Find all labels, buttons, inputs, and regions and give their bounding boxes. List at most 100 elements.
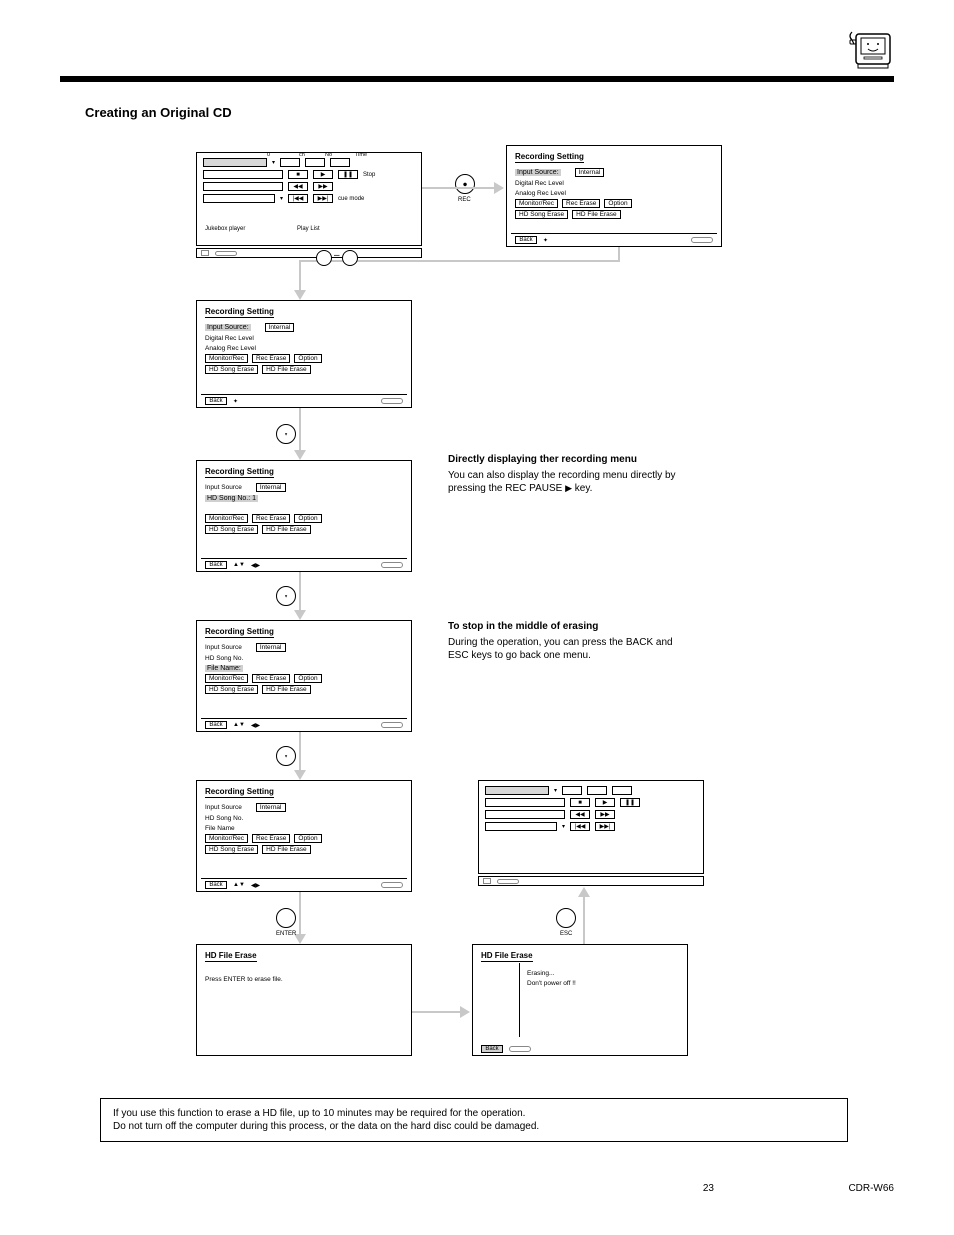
btn: [587, 786, 607, 795]
line: During the operation, you can press the …: [448, 637, 673, 648]
hd: Directly displaying ther recording menu: [448, 453, 748, 467]
hl: HD Song No.: 1: [205, 495, 258, 502]
line: key.: [572, 483, 592, 494]
key-label: ESC: [560, 931, 572, 937]
cell: Monitor/Rec: [515, 199, 558, 208]
panel-7: HD File Erase Erasing... Don't power off…: [472, 944, 688, 1056]
cap: No: [325, 152, 332, 158]
remote-screen-2: ▾ ■ ▶ ❚❚ ◀◀ ▶▶ ▾ |◀◀ ▶▶|: [478, 780, 704, 874]
pause-btn: ❚❚: [338, 170, 358, 179]
arrow: [296, 572, 304, 620]
line: ESC keys to go back one menu.: [448, 650, 591, 661]
play-btn: ▶: [595, 798, 615, 807]
stop-btn: ■: [288, 170, 308, 179]
cap: Stop: [363, 172, 385, 178]
field: [485, 798, 565, 807]
remote-screen-1: 0 ch No Time ▾ ■ ▶ ❚❚ Stop ◀◀ ▶▶ ▾ |◀◀: [196, 152, 422, 246]
val: Internal: [256, 643, 286, 652]
hl: Input Source:: [205, 324, 251, 331]
hl: Input Source:: [515, 169, 561, 176]
cell: Option: [294, 514, 321, 523]
cell: Option: [294, 834, 321, 843]
cell: Monitor/Rec: [205, 514, 248, 523]
cell: HD File Erase: [262, 845, 310, 854]
rew-btn: ◀◀: [288, 182, 308, 191]
field: [203, 182, 283, 191]
cell: Monitor/Rec: [205, 834, 248, 843]
lbl: Analog Rec Level: [515, 190, 566, 197]
arrow: [422, 184, 504, 192]
cell: HD File Erase: [262, 685, 310, 694]
cell: Option: [294, 674, 321, 683]
panel-title: HD File Erase: [205, 951, 257, 962]
body: Don't power off !!: [527, 980, 576, 987]
back-btn: Back: [205, 397, 227, 405]
note-line: Do not turn off the computer during this…: [113, 1120, 835, 1133]
arrow: [296, 732, 304, 780]
arrow: [296, 408, 304, 460]
lbl: HD Song No.: [205, 815, 243, 822]
val: Internal: [265, 323, 295, 332]
arrow: [412, 1008, 470, 1016]
panel-title: HD File Erase: [481, 951, 533, 962]
page-number: 23: [703, 1183, 714, 1194]
field: [203, 158, 267, 167]
btn: [612, 786, 632, 795]
lbl: Digital Rec Level: [205, 335, 254, 342]
back-btn: Back: [205, 721, 227, 729]
computer-icon: [844, 30, 894, 74]
btn: [330, 158, 350, 167]
panel-title: Recording Setting: [205, 307, 274, 318]
cell: HD Song Erase: [515, 210, 568, 219]
text-stop-erasing: To stop in the middle of erasing During …: [448, 620, 748, 663]
cell: HD Song Erase: [205, 845, 258, 854]
cell: HD Song Erase: [205, 525, 258, 534]
next-btn: ▶▶|: [595, 822, 615, 831]
cell: HD Song Erase: [205, 685, 258, 694]
pause-btn: ❚❚: [620, 798, 640, 807]
lbl: HD Song No.: [205, 655, 243, 662]
lbl: Input Source: [205, 644, 242, 651]
cell: Monitor/Rec: [205, 674, 248, 683]
section-title: Creating an Original CD: [85, 105, 232, 120]
cap: 0: [267, 152, 270, 158]
btn: [280, 158, 300, 167]
header-rule: [60, 76, 894, 82]
play-btn: ▶: [313, 170, 333, 179]
back-btn: Back: [481, 1045, 503, 1053]
key-down: ▾: [276, 586, 296, 606]
play-list: Play List: [297, 226, 320, 232]
body: Erasing...: [527, 970, 554, 977]
rew-btn: ◀◀: [570, 810, 590, 819]
text-direct-display: Directly displaying ther recording menu …: [448, 453, 748, 496]
field: [485, 822, 557, 831]
key-label: REC: [458, 197, 471, 203]
cell: Rec Erase: [562, 199, 600, 208]
arrow: [296, 892, 304, 944]
line: You can also display the recording menu …: [448, 470, 676, 481]
key-down: ▾: [276, 746, 296, 766]
val: Internal: [256, 483, 286, 492]
model-label: CDR-W66: [848, 1183, 894, 1194]
remote-bar: [196, 248, 422, 258]
panel-6: HD File Erase Press ENTER to erase file.: [196, 944, 412, 1056]
field: [485, 810, 565, 819]
panel-1: Recording Setting Input Source: Internal…: [506, 145, 722, 247]
panel-4: Recording Setting Input Source Internal …: [196, 620, 412, 732]
btn: [562, 786, 582, 795]
note-box: If you use this function to erase a HD f…: [100, 1098, 848, 1142]
field: [203, 194, 275, 203]
key-esc: [556, 908, 576, 928]
key: [342, 250, 358, 266]
cap: cue mode: [338, 196, 364, 202]
lbl: Digital Rec Level: [515, 180, 564, 187]
cell: Rec Erase: [252, 354, 290, 363]
prev-btn: |◀◀: [570, 822, 590, 831]
cell: Rec Erase: [252, 834, 290, 843]
lbl: File Name: [205, 825, 235, 832]
panel-3: Recording Setting Input Source Internal …: [196, 460, 412, 572]
field: [203, 170, 283, 179]
cell: Option: [604, 199, 631, 208]
ff-btn: ▶▶: [595, 810, 615, 819]
remote-bar: [478, 876, 704, 886]
